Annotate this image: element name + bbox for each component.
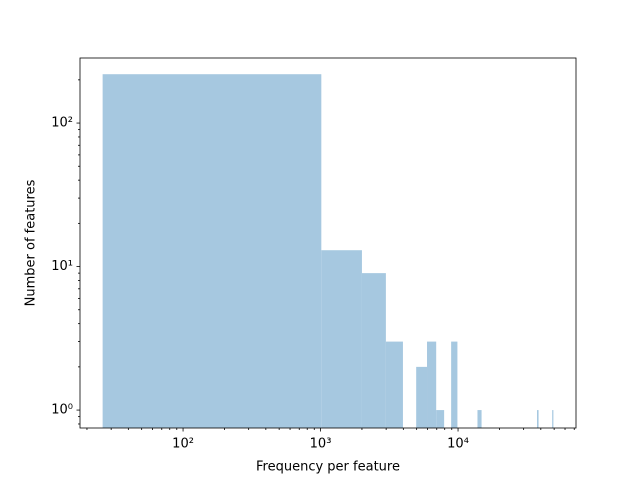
bar [451,341,458,428]
bar [477,410,482,428]
x-axis-label: Frequency per feature [256,460,400,475]
plot-frame [79,57,577,429]
bar [427,341,437,428]
x-tick-label: 10³ [310,437,332,452]
x-tick-label: 10² [172,437,194,452]
y-tick-label: 10² [51,116,73,131]
bar [552,410,554,428]
bar [416,366,428,428]
bar [436,410,445,428]
bar [385,341,403,428]
y-axis-label: Number of features [24,179,39,306]
bar [361,273,386,428]
y-tick-label: 10¹ [51,259,73,274]
y-tick-label: 10⁰ [51,403,73,418]
x-tick-label: 10⁴ [447,437,469,452]
bar [102,74,322,428]
bar [321,250,362,428]
bar [537,410,539,428]
